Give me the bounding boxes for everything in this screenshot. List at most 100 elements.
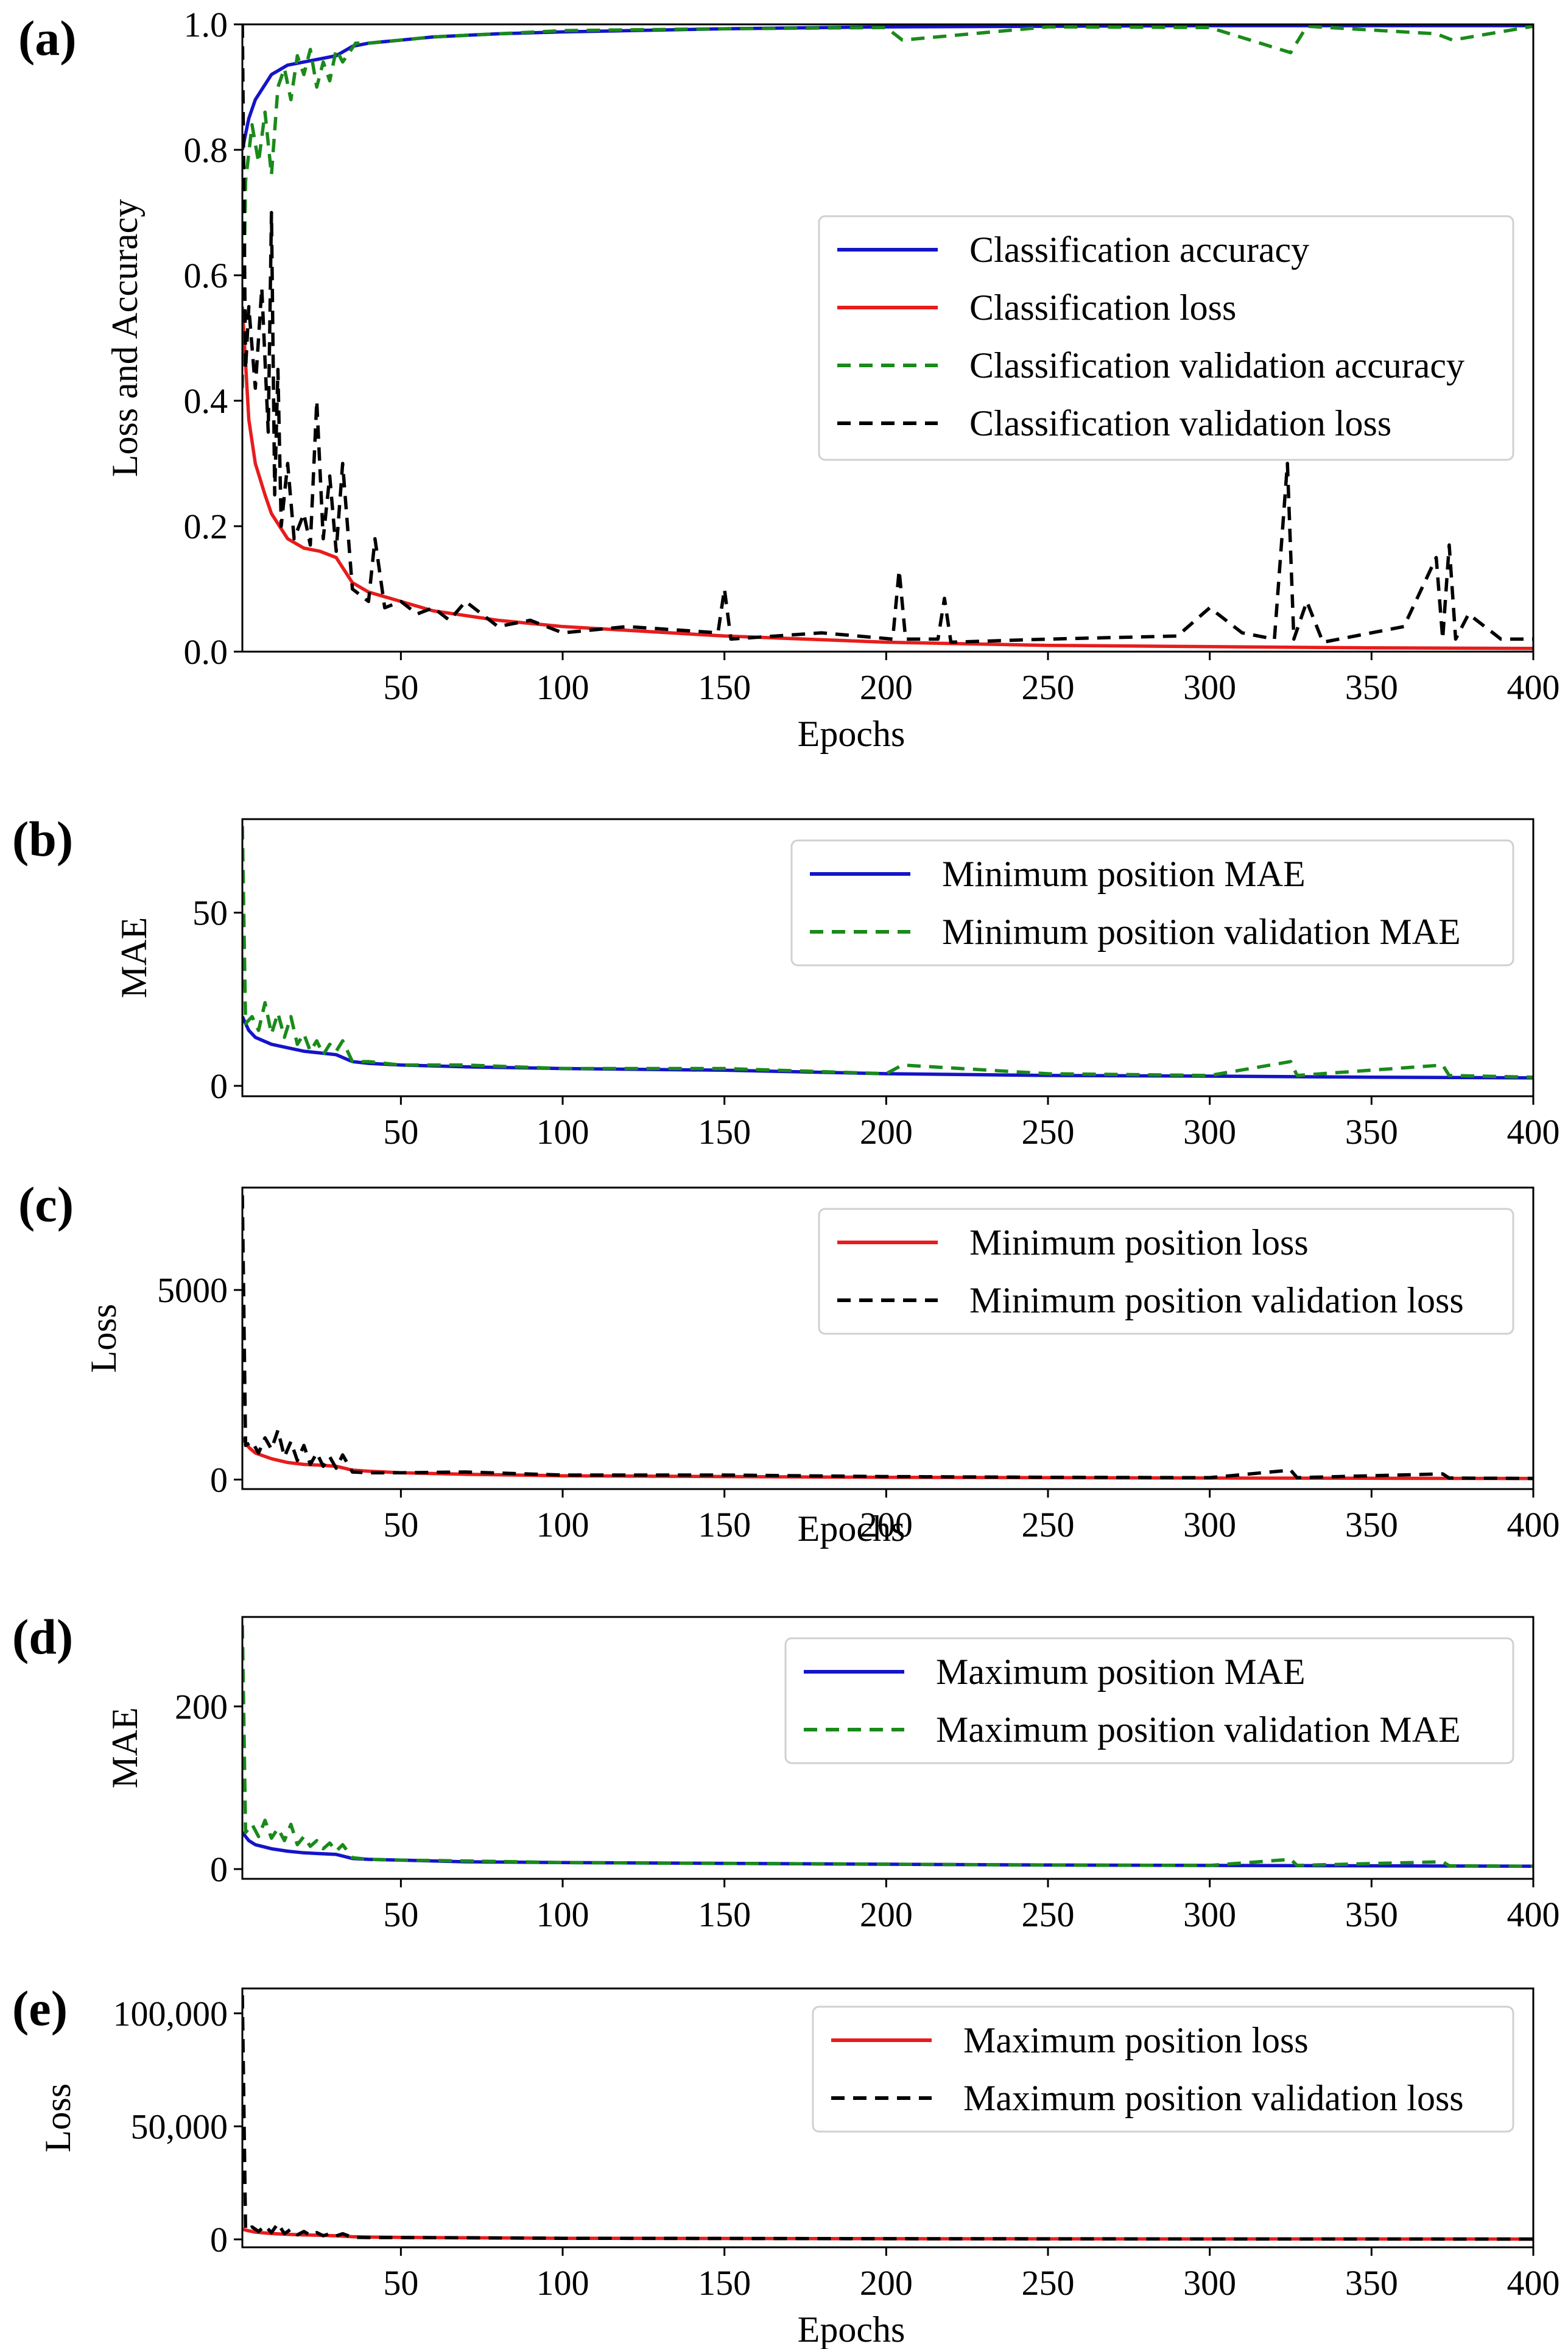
x-axis-label: Epochs — [798, 1509, 905, 1549]
x-tick-label: 400 — [1507, 1895, 1560, 1934]
x-tick-label: 200 — [860, 1895, 913, 1934]
y-tick-label: 0.6 — [184, 256, 228, 295]
legend-entry: Maximum position loss — [963, 2020, 1309, 2060]
legend: Classification accuracy Classification lo… — [818, 215, 1514, 461]
legend-box — [818, 1208, 1514, 1335]
x-tick-label: 50 — [383, 2263, 418, 2303]
y-axis-label: Loss — [83, 1304, 124, 1373]
x-tick-label: 100 — [536, 1895, 589, 1934]
series-line-b-1 — [242, 826, 1533, 1079]
legend: Maximum position MAE Maximum position val… — [784, 1637, 1514, 1764]
series-line-a-1 — [242, 306, 1533, 650]
y-tick-label: 0 — [210, 1460, 228, 1499]
series-line-d-1 — [242, 1625, 1533, 1868]
x-tick-label: 400 — [1507, 2263, 1560, 2303]
legend: Minimum position MAE Minimum position val… — [790, 839, 1514, 967]
chart-panel-c: 50 100 150 200 250 300 350 400 0 5000 Loss Epochs (c… — [18, 1177, 1560, 1549]
x-tick-label: 200 — [860, 1112, 913, 1152]
legend-entry: Classification validation loss — [969, 403, 1391, 443]
x-tick-label: 400 — [1507, 1505, 1560, 1544]
x-tick-label: 250 — [1022, 2263, 1075, 2303]
x-tick-label: 100 — [536, 2263, 589, 2303]
panel-label: (c) — [18, 1177, 74, 1232]
legend-entry: Minimum position validation MAE — [942, 912, 1461, 952]
x-tick-label: 100 — [536, 1112, 589, 1152]
chart-panel-b: 50 100 150 200 250 300 350 400 0 50 MAE (b) Minimum … — [12, 811, 1560, 1152]
x-tick-label: 100 — [536, 1505, 589, 1544]
y-tick-label: 0.0 — [184, 632, 228, 672]
x-tick-label: 400 — [1507, 1112, 1560, 1152]
legend-entry: Classification loss — [969, 287, 1236, 328]
x-tick-label: 350 — [1345, 1505, 1398, 1544]
y-tick-label: 5000 — [157, 1270, 228, 1310]
x-tick-label: 150 — [698, 1112, 751, 1152]
x-axis-label: Epochs — [798, 714, 905, 754]
chart-panel-a: 50 100 150 200 250 300 350 400 0.0 0.2 0.4 0.6 0.8 1.… — [18, 5, 1560, 754]
legend-box — [784, 1637, 1514, 1764]
x-tick-label: 250 — [1022, 1505, 1075, 1544]
y-tick-label: 0.2 — [184, 507, 228, 546]
x-tick-label: 250 — [1022, 1112, 1075, 1152]
series-line-a-2 — [242, 24, 1533, 389]
x-tick-label: 350 — [1345, 667, 1398, 707]
legend-entry: Minimum position loss — [969, 1222, 1309, 1263]
x-tick-label: 250 — [1022, 1895, 1075, 1934]
legend-entry: Classification validation accuracy — [969, 345, 1464, 386]
legend: Maximum position loss Maximum position va… — [812, 2006, 1514, 2133]
x-tick-label: 50 — [383, 1895, 418, 1934]
x-axis-label: Epochs — [798, 2309, 905, 2349]
plot-frame — [241, 1987, 1535, 2249]
x-tick-label: 200 — [860, 2263, 913, 2303]
legend: Minimum position loss Minimum position va… — [818, 1208, 1514, 1335]
chart-panel-e: 50 100 150 200 250 300 350 400 0 50,000 100,000 Los… — [12, 1981, 1560, 2349]
panel-label: (d) — [12, 1609, 73, 1664]
legend-entry: Minimum position validation loss — [969, 1280, 1464, 1320]
series-line-a-3 — [242, 24, 1533, 644]
x-tick-label: 100 — [536, 667, 589, 707]
x-tick-label: 350 — [1345, 1895, 1398, 1934]
x-tick-label: 200 — [860, 667, 913, 707]
y-axis-label: Loss — [38, 2083, 78, 2152]
legend-entry: Maximum position MAE — [936, 1652, 1306, 1692]
legend-entry: Maximum position validation MAE — [936, 1710, 1461, 1750]
x-tick-label: 50 — [383, 1505, 418, 1544]
plot-frame — [241, 1616, 1535, 1880]
legend-box — [818, 215, 1514, 461]
series-line-b-0 — [242, 1016, 1533, 1080]
x-tick-label: 350 — [1345, 1112, 1398, 1152]
x-tick-label: 300 — [1183, 1505, 1236, 1544]
y-tick-label: 0.8 — [184, 130, 228, 170]
y-tick-label: 0.4 — [184, 381, 228, 421]
plot-frame — [241, 23, 1535, 653]
series-line-a-0 — [242, 24, 1533, 150]
y-tick-label: 100,000 — [113, 1994, 228, 2034]
y-tick-label: 0 — [210, 1850, 228, 1889]
x-tick-label: 300 — [1183, 1112, 1236, 1152]
panel-label: (b) — [12, 811, 73, 867]
plot-frame — [241, 818, 1535, 1097]
x-tick-label: 150 — [698, 1505, 751, 1544]
y-tick-label: 0 — [210, 2220, 228, 2259]
x-tick-label: 300 — [1183, 667, 1236, 707]
series-line-c-0 — [242, 1437, 1533, 1481]
y-axis-label: Loss and Accuracy — [105, 199, 145, 477]
x-tick-label: 400 — [1507, 667, 1560, 707]
legend-entry: Minimum position MAE — [942, 854, 1306, 894]
series-line-c-1 — [242, 1195, 1533, 1481]
x-tick-label: 150 — [698, 667, 751, 707]
chart-panel-d: 50 100 150 200 250 300 350 400 0 200 MAE (d) Maximum… — [12, 1609, 1560, 1934]
x-tick-label: 150 — [698, 2263, 751, 2303]
y-axis-label: MAE — [114, 917, 154, 998]
x-tick-label: 300 — [1183, 2263, 1236, 2303]
x-tick-label: 50 — [383, 1112, 418, 1152]
series-line-d-0 — [242, 1831, 1533, 1868]
panel-label: (e) — [12, 1981, 68, 2036]
y-tick-label: 0 — [210, 1066, 228, 1106]
panel-label: (a) — [18, 10, 77, 66]
legend-entry: Classification accuracy — [969, 230, 1309, 270]
y-axis-label: MAE — [105, 1707, 145, 1788]
x-tick-label: 300 — [1183, 1895, 1236, 1934]
series-line-e-1 — [242, 1995, 1533, 2241]
x-tick-label: 200 — [860, 1505, 913, 1544]
